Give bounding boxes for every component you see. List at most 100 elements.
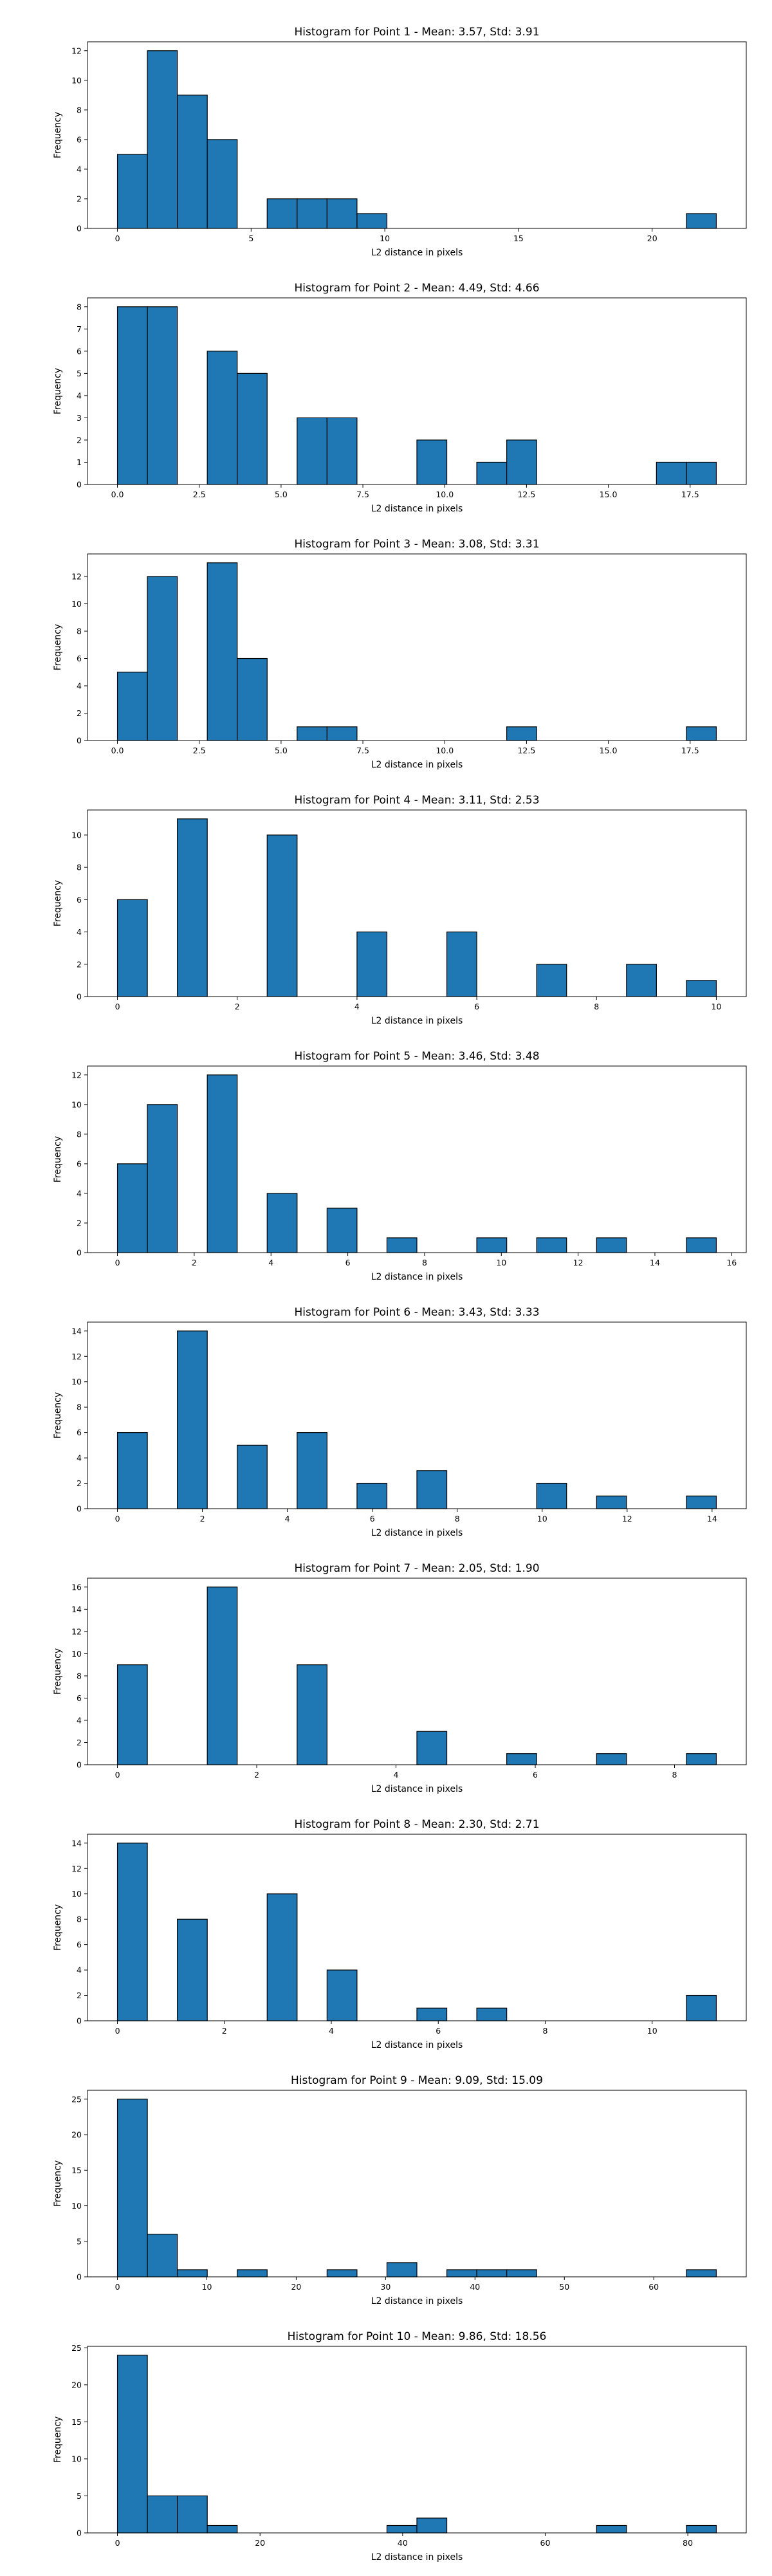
- plot-frame: [87, 553, 747, 741]
- x-tick-label: 0: [115, 1258, 120, 1267]
- y-axis-label: Frequency: [53, 1136, 63, 1182]
- y-axis-label: Frequency: [53, 880, 63, 926]
- histogram-bar: [686, 1753, 717, 1765]
- histogram-bar: [116, 672, 148, 741]
- histogram-bar: [476, 2269, 508, 2277]
- x-tick-label: 4: [329, 2026, 334, 2036]
- y-tick-label: 10: [71, 830, 82, 840]
- x-tick-label: 50: [559, 2282, 569, 2292]
- histogram-bar: [356, 213, 388, 229]
- histogram-bar: [356, 931, 388, 997]
- histogram-bar: [536, 1482, 567, 1509]
- histogram-bar: [207, 1587, 238, 1765]
- x-tick-label: 10: [202, 2282, 212, 2292]
- histogram-panel: Histogram for Point 2 - Mean: 4.49, Std:…: [53, 282, 747, 514]
- histogram-bar: [116, 154, 148, 229]
- y-tick-label: 10: [71, 1649, 82, 1659]
- y-tick-label: 0: [77, 224, 82, 234]
- x-tick-label: 0: [115, 1514, 120, 1523]
- y-tick-label: 3: [77, 413, 82, 423]
- x-tick-label: 2: [235, 1002, 240, 1011]
- x-tick-label: 0: [115, 1002, 120, 1011]
- y-tick-label: 4: [77, 681, 82, 691]
- plot-frame: [87, 1578, 747, 1765]
- y-tick-label: 16: [71, 1582, 82, 1592]
- histogram-bar: [326, 1969, 358, 2021]
- histogram-bar: [686, 461, 717, 485]
- histogram-panel: Histogram for Point 3 - Mean: 3.08, Std:…: [53, 538, 747, 770]
- x-tick-label: 2: [222, 2026, 227, 2036]
- x-tick-label: 5: [248, 234, 253, 243]
- y-tick-label: 2: [77, 959, 82, 969]
- x-tick-label: 15.0: [600, 746, 618, 755]
- y-tick-label: 8: [77, 1403, 82, 1412]
- y-tick-label: 8: [77, 863, 82, 872]
- histogram-bar: [536, 1237, 567, 1253]
- y-tick-label: 2: [77, 1991, 82, 2000]
- y-tick-label: 2: [77, 435, 82, 445]
- y-tick-label: 0: [77, 2272, 82, 2282]
- y-axis-label: Frequency: [53, 368, 63, 414]
- histogram-bar: [476, 461, 508, 485]
- histogram-bar: [656, 461, 687, 485]
- histogram-bar: [446, 2269, 477, 2277]
- y-tick-label: 15: [71, 2417, 82, 2427]
- x-tick-label: 10: [712, 1002, 722, 1011]
- y-tick-label: 8: [77, 105, 82, 115]
- histogram-bar: [207, 562, 238, 741]
- x-tick-label: 10: [647, 2026, 657, 2036]
- histogram-bar: [506, 726, 537, 741]
- y-tick-label: 14: [71, 1326, 82, 1336]
- y-tick-label: 2: [77, 708, 82, 718]
- y-axis-label: Frequency: [53, 2160, 63, 2207]
- histogram-bar: [116, 1664, 148, 1765]
- y-tick-label: 10: [71, 2201, 82, 2211]
- histogram-bar: [686, 980, 717, 997]
- x-tick-label: 2.5: [193, 490, 206, 499]
- histogram-bar: [686, 1994, 717, 2021]
- histogram-bar: [326, 417, 358, 485]
- x-tick-label: 2: [200, 1514, 205, 1523]
- histogram-bar: [596, 1495, 627, 1509]
- histogram-bar: [506, 439, 537, 485]
- y-tick-label: 6: [77, 1428, 82, 1437]
- histogram-bar: [476, 2007, 508, 2021]
- x-tick-label: 10: [537, 1514, 547, 1523]
- histogram-panel: Histogram for Point 9 - Mean: 9.09, Std:…: [53, 2074, 747, 2306]
- x-tick-label: 2: [192, 1258, 197, 1267]
- chart-title: Histogram for Point 3 - Mean: 3.08, Std:…: [294, 538, 539, 551]
- x-tick-label: 7.5: [356, 746, 369, 755]
- histogram-bar: [147, 576, 178, 741]
- y-tick-label: 20: [71, 2380, 82, 2389]
- plot-frame: [87, 2090, 747, 2277]
- histogram-panel: Histogram for Point 1 - Mean: 3.57, Std:…: [53, 26, 747, 258]
- x-tick-label: 0.0: [111, 746, 124, 755]
- histogram-bar: [177, 1918, 208, 2021]
- chart-title: Histogram for Point 8 - Mean: 2.30, Std:…: [294, 1818, 539, 1831]
- chart-title: Histogram for Point 10 - Mean: 9.86, Std…: [288, 2330, 547, 2343]
- y-tick-label: 2: [77, 194, 82, 203]
- y-tick-label: 6: [77, 1159, 82, 1168]
- histogram-bar: [386, 2525, 418, 2534]
- chart-title: Histogram for Point 5 - Mean: 3.46, Std:…: [294, 1050, 539, 1063]
- chart-title: Histogram for Point 2 - Mean: 4.49, Std:…: [294, 282, 539, 295]
- histogram-bar: [266, 834, 298, 997]
- histogram-bar: [416, 2517, 448, 2534]
- x-tick-label: 14: [650, 1258, 660, 1267]
- histogram-bar: [147, 50, 178, 229]
- plot-frame: [87, 809, 747, 997]
- x-axis-label: L2 distance in pixels: [371, 760, 463, 770]
- histogram-bar: [237, 373, 268, 485]
- chart-title: Histogram for Point 9 - Mean: 9.09, Std:…: [291, 2074, 543, 2087]
- histogram-bar: [116, 1163, 148, 1253]
- histogram-bar: [237, 1444, 268, 1509]
- x-tick-label: 40: [398, 2538, 408, 2548]
- x-axis-label: L2 distance in pixels: [371, 2552, 463, 2562]
- histogram-bar: [147, 306, 178, 485]
- histogram-bar: [626, 964, 657, 997]
- plot-frame: [87, 41, 747, 229]
- x-tick-label: 0: [115, 234, 120, 243]
- y-tick-label: 14: [71, 1605, 82, 1614]
- histogram-bar: [207, 139, 238, 229]
